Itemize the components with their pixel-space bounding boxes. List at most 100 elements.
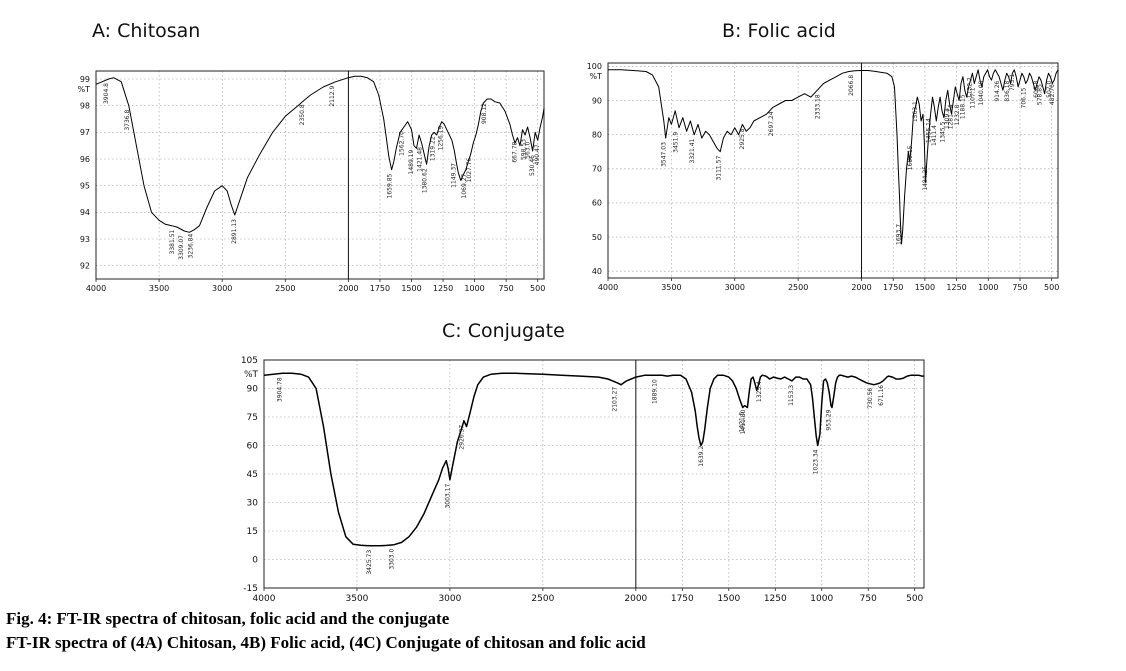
plot-frame bbox=[95, 70, 545, 280]
panel-c-title: C: Conjugate bbox=[442, 320, 565, 342]
x-tick-label: 2500 bbox=[788, 283, 808, 292]
x-tick-label: 3000 bbox=[725, 283, 745, 292]
x-tick-label: 1250 bbox=[433, 284, 453, 293]
y-tick-label: 70 bbox=[592, 165, 602, 174]
spectrum-line bbox=[95, 75, 545, 233]
y-tick-label: 90 bbox=[592, 96, 602, 105]
x-tick-label: 1000 bbox=[464, 284, 484, 293]
peak-label: 1380.62 bbox=[422, 168, 429, 193]
peak-label: 1455.14 bbox=[926, 118, 933, 143]
x-tick-label: 1000 bbox=[978, 283, 998, 292]
peak-label: 563.0 bbox=[525, 141, 532, 158]
x-tick-label: 3000 bbox=[438, 594, 461, 604]
peak-label: 3904.78 bbox=[277, 377, 284, 402]
figure-caption-description: FT-IR spectra of (4A) Chitosan, 4B) Foli… bbox=[6, 633, 646, 652]
x-tick-label: 4000 bbox=[253, 594, 276, 604]
x-tick-label: 750 bbox=[499, 284, 514, 293]
x-tick-label: 1500 bbox=[717, 594, 740, 604]
x-tick-label: 2000 bbox=[624, 594, 647, 604]
y-tick-label: 40 bbox=[592, 267, 602, 276]
y-tick-label: 94 bbox=[80, 208, 90, 217]
peak-label: 3321.41 bbox=[689, 138, 696, 163]
x-tick-label: 750 bbox=[860, 594, 877, 604]
peak-label: 1600.15 bbox=[907, 145, 914, 170]
y-axis-label: %T bbox=[78, 85, 91, 94]
peak-label: 3547.03 bbox=[660, 142, 667, 167]
y-tick-label: 60 bbox=[592, 199, 602, 208]
y-tick-label: 60 bbox=[247, 442, 259, 452]
peak-label: 2350.8 bbox=[299, 104, 306, 125]
peak-label: 2333.18 bbox=[814, 94, 821, 119]
spectrum-line bbox=[608, 69, 1059, 245]
peak-label: 3111.57 bbox=[716, 156, 723, 181]
peak-label: 795.1 bbox=[1009, 74, 1016, 91]
peak-label: 1325.4 bbox=[756, 381, 763, 402]
x-tick-label: 2500 bbox=[275, 284, 295, 293]
y-tick-label: -15 bbox=[243, 584, 258, 594]
x-tick-label: 2000 bbox=[338, 284, 358, 293]
peak-label: 3236.84 bbox=[187, 233, 194, 258]
x-tick-label: 3000 bbox=[212, 284, 232, 293]
peak-label: 1107.1 bbox=[970, 87, 977, 108]
y-tick-label: 15 bbox=[247, 527, 258, 537]
peak-label: 490.47 bbox=[534, 144, 541, 165]
peak-label: 914.26 bbox=[994, 80, 1001, 101]
y-tick-label: 99 bbox=[80, 75, 90, 84]
peak-label: 1281.14 bbox=[948, 104, 955, 129]
peak-label: 667.78 bbox=[512, 141, 519, 162]
x-tick-label: 4000 bbox=[86, 284, 106, 293]
peak-label: 3425.73 bbox=[366, 550, 373, 575]
peak-label: 3736.8 bbox=[124, 109, 131, 130]
x-tick-label: 1000 bbox=[810, 594, 833, 604]
figure-caption-title: Fig. 4: FT-IR spectra of chitosan, folic… bbox=[6, 609, 450, 628]
y-tick-label: 96 bbox=[80, 155, 90, 164]
y-tick-label: 100 bbox=[587, 62, 602, 71]
conjugate-spectrum-chart: 4000 3500 3000 2500 2000 1750 1500 1250 1000 750 5… bbox=[241, 356, 925, 604]
x-tick-label: 1750 bbox=[883, 283, 903, 292]
peak-label: 2112.9 bbox=[329, 85, 336, 106]
peak-label: 3381.51 bbox=[169, 229, 176, 254]
chitosan-spectrum-chart: 4000 3500 3000 2500 2000 1750 1500 1250 1000 750 5… bbox=[78, 70, 545, 293]
x-tick-label: 1500 bbox=[915, 283, 935, 292]
peak-label: 2926.37 bbox=[459, 425, 466, 450]
peak-label: 1421.5 bbox=[738, 411, 745, 432]
y-tick-label: 92 bbox=[80, 261, 90, 270]
x-tick-label: 500 bbox=[906, 594, 923, 604]
peak-label: 706.15 bbox=[1021, 87, 1028, 108]
peak-label: 3003.17 bbox=[444, 484, 451, 509]
x-tick-label: 1500 bbox=[401, 284, 421, 293]
peak-label: 2925.8 bbox=[739, 128, 746, 149]
peak-label: 530.46 bbox=[529, 155, 536, 176]
peak-label: 1256.19 bbox=[437, 125, 444, 150]
panel-b-title: B: Folic acid bbox=[722, 20, 836, 42]
y-tick-label: 95 bbox=[80, 181, 90, 190]
x-tick-label: 1250 bbox=[946, 283, 966, 292]
x-tick-label: 1750 bbox=[671, 594, 694, 604]
x-tick-label: 1250 bbox=[764, 594, 787, 604]
peak-label: 507.0 bbox=[1046, 80, 1053, 97]
peak-label: 908.12 bbox=[481, 103, 488, 124]
peak-label: 1149.37 bbox=[451, 163, 458, 188]
peak-label: 1345.5 bbox=[939, 121, 946, 142]
x-tick-label: 3500 bbox=[661, 283, 681, 292]
x-tick-label: 3500 bbox=[346, 594, 369, 604]
peak-label: 1023.34 bbox=[812, 449, 819, 474]
peak-label: 3451.9 bbox=[672, 132, 679, 153]
peak-label: 953.29 bbox=[825, 409, 832, 430]
plot-frame bbox=[263, 359, 925, 589]
y-tick-label: 75 bbox=[247, 413, 258, 423]
x-tick-label: 500 bbox=[1044, 283, 1059, 292]
y-axis-label: %T bbox=[244, 370, 259, 380]
y-tick-label: 0 bbox=[252, 556, 258, 566]
peak-label: 2103.27 bbox=[612, 387, 619, 412]
peak-label: 578.85 bbox=[1037, 84, 1044, 105]
peak-label: 1484.25 bbox=[922, 166, 929, 191]
y-tick-label: 98 bbox=[80, 101, 90, 110]
x-tick-label: 3500 bbox=[149, 284, 169, 293]
x-tick-label: 750 bbox=[1012, 283, 1027, 292]
plot-frame bbox=[607, 62, 1059, 279]
peak-label: 2066.8 bbox=[848, 75, 855, 96]
peak-label: 1693.7 bbox=[895, 224, 902, 245]
x-tick-label: 1750 bbox=[370, 284, 390, 293]
y-tick-label: 93 bbox=[80, 235, 90, 244]
